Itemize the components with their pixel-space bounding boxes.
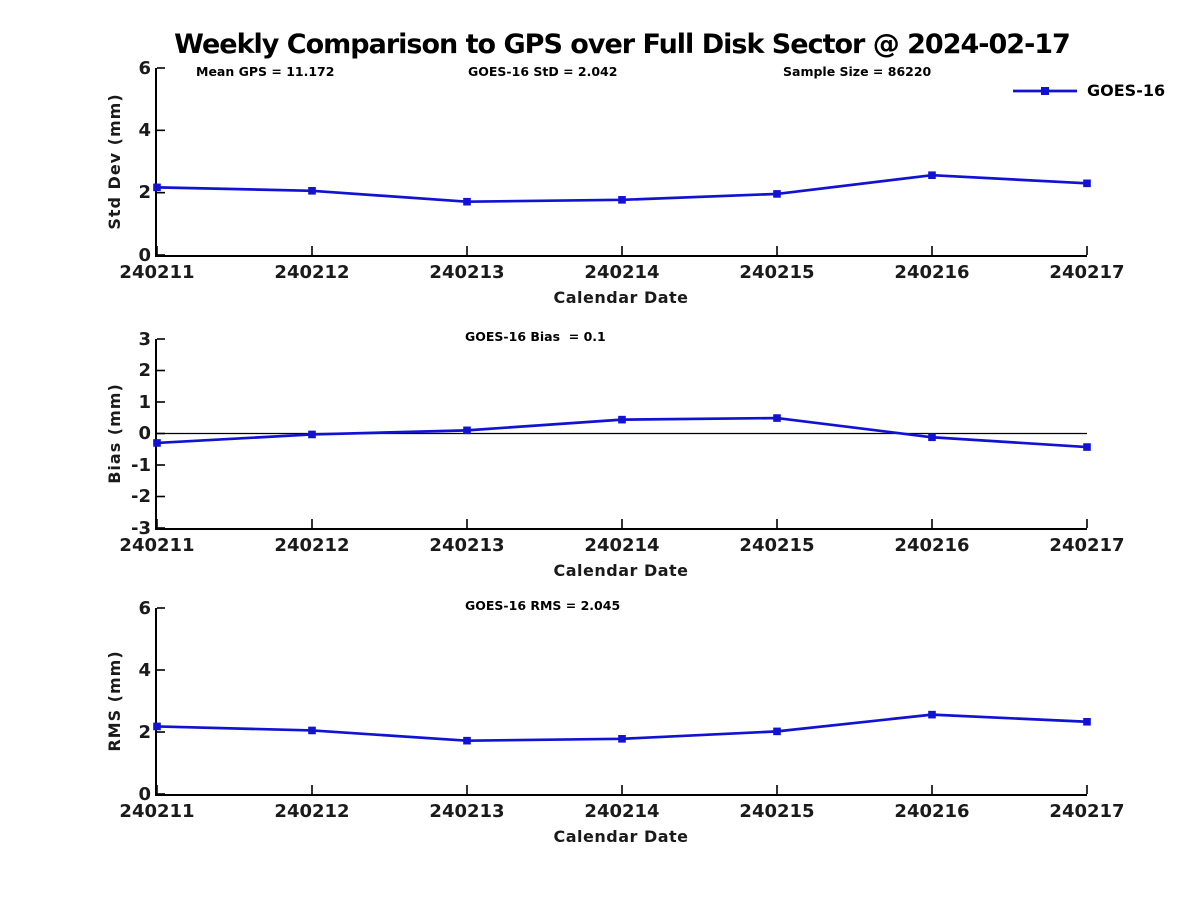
y-tick-label: 3 [138,328,151,350]
x-tick-label: 240216 [894,262,970,283]
data-point-marker [618,735,626,743]
annotation-goes16-std: GOES-16 StD = 2.042 [468,64,618,79]
x-tick-label: 240212 [274,801,350,822]
data-point-marker [773,727,781,736]
data-point-marker [308,726,316,735]
stddev-x-axis-label: Calendar Date [553,288,689,307]
legend-line-sample [1013,86,1077,95]
stddev-subplot: Mean GPS = 11.172 GOES-16 StD = 2.042 Sa… [0,58,1200,308]
data-point-marker [153,722,161,731]
data-point-marker [153,183,161,192]
rms-y-axis-label: RMS (mm) [105,650,124,752]
rms-plot-area: 0 2 4 6 240211 240212 240213 240214 240215 240216… [119,598,1124,823]
legend-label: GOES-16 [1087,81,1166,100]
stddev-y-axis-label: Std Dev (mm) [105,93,124,230]
x-tick-label: 240217 [1049,535,1125,556]
x-tick-label: 240214 [584,262,660,283]
figure-title: Weekly Comparison to GPS over Full Disk … [174,29,1071,60]
y-tick-label: 4 [138,659,151,681]
data-point-marker [1083,443,1091,451]
rms-subplot: GOES-16 RMS = 2.045 RMS (mm) 0 2 4 6 240211 2… [0,598,1200,847]
y-tick-label: -1 [131,454,151,476]
data-point-marker [928,171,936,180]
y-tick-label: 0 [138,783,151,805]
x-tick-label: 240213 [429,801,505,822]
bias-x-axis-label: Calendar Date [553,561,689,580]
y-tick-label: 0 [138,244,151,266]
annotation-goes16-bias: GOES-16 Bias = 0.1 [465,329,606,344]
x-tick-label: 240215 [739,262,815,283]
data-point-marker [618,196,626,204]
data-point-marker [928,710,936,719]
y-tick-label: 1 [138,391,151,413]
y-tick-label: 2 [138,360,151,381]
data-point-marker [463,426,471,435]
y-tick-label: 2 [138,721,151,743]
x-tick-label: 240211 [119,262,195,283]
data-point-marker [928,433,936,442]
legend-marker-icon [1041,86,1049,95]
data-point-marker [153,439,161,447]
x-tick-label: 240215 [739,535,815,556]
data-point-marker [308,186,316,195]
data-point-marker [1083,179,1091,188]
data-point-marker [773,190,781,198]
x-tick-label: 240212 [274,262,350,283]
annotation-goes16-rms: GOES-16 RMS = 2.045 [465,598,621,613]
bias-plot-area: -3 -2 -1 0 1 2 3 240211 240212 240213 240214 240215… [119,329,1124,557]
data-point-marker [463,736,471,745]
x-tick-label: 240217 [1049,262,1125,283]
y-tick-label: -3 [131,517,151,539]
data-point-marker [463,197,471,206]
x-tick-label: 240213 [429,535,505,556]
data-point-marker [308,430,316,439]
y-tick-label: -2 [131,486,151,507]
x-tick-label: 240213 [429,262,505,283]
x-tick-label: 240217 [1049,801,1125,822]
stddev-plot-area: 0 2 4 6 240211 240212 240213 240214 240215 240216… [119,58,1124,284]
rms-x-axis-label: Calendar Date [553,827,689,846]
x-tick-label: 240216 [894,801,970,822]
x-tick-label: 240214 [584,801,660,822]
x-tick-label: 240212 [274,535,350,556]
data-point-marker [618,415,626,424]
data-point-marker [773,414,781,422]
x-tick-label: 240216 [894,535,970,556]
y-tick-label: 4 [138,119,151,141]
y-tick-label: 0 [138,423,151,444]
x-tick-label: 240215 [739,801,815,822]
data-point-marker [1083,717,1091,726]
x-tick-label: 240211 [119,535,195,556]
bias-subplot: GOES-16 Bias = 0.1 Bias (mm) -3 -2 -1 0 1 2 3 2… [0,329,1200,581]
y-tick-label: 6 [138,57,151,79]
x-tick-label: 240214 [584,535,660,556]
y-tick-label: 2 [138,182,151,204]
x-tick-label: 240211 [119,801,195,822]
legend: GOES-16 [1013,81,1165,100]
annotation-sample-size: Sample Size = 86220 [783,64,932,79]
annotation-mean-gps: Mean GPS = 11.172 [196,64,335,79]
y-tick-label: 6 [138,597,151,619]
